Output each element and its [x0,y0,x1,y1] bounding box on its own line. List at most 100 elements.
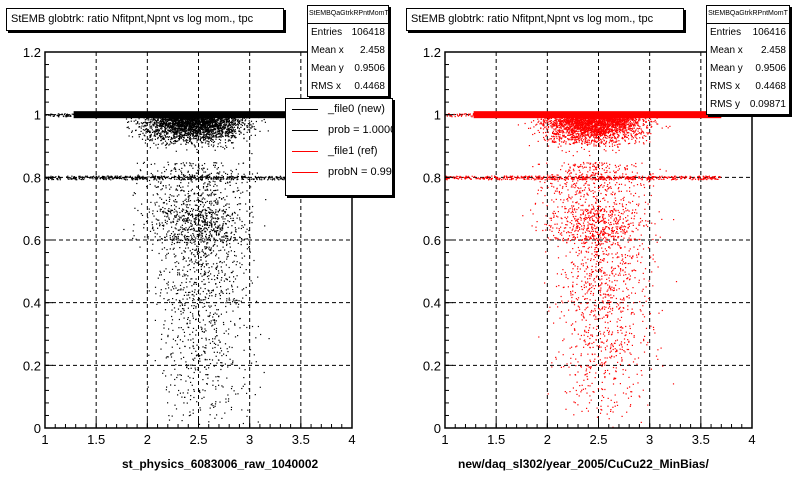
scatter-point [241,177,243,179]
scatter-point [203,396,205,398]
scatter-point [50,175,52,177]
scatter-point [177,235,179,238]
scatter-point [156,116,158,119]
scatter-point [182,130,184,133]
scatter-point [201,133,203,135]
scatter-point [167,281,169,283]
scatter-point [176,176,178,179]
scatter-point [219,294,221,297]
scatter-point [177,269,179,271]
scatter-point [174,116,176,118]
scatter-point [183,115,186,117]
scatter-point [209,123,211,125]
scatter-point [239,317,241,320]
scatter-point [213,141,216,143]
scatter-point [47,178,50,181]
scatter-point [208,226,210,229]
scatter-point [117,177,119,179]
scatter-point [187,121,189,123]
scatter-point [161,333,163,335]
scatter-point [222,131,224,133]
scatter-point [193,144,195,146]
scatter-point [236,261,238,263]
scatter-point [152,227,154,229]
scatter-point [58,176,60,178]
scatter-point [192,331,194,333]
scatter-point [217,274,219,276]
scatter-point [214,241,216,243]
scatter-point [196,235,198,237]
scatter-point [146,287,149,289]
scatter-point [165,375,167,377]
scatter-point [230,237,232,239]
scatter-point [212,230,214,232]
scatter-point [224,274,226,276]
scatter-point [208,290,210,292]
scatter-point [234,300,236,302]
scatter-point [183,129,185,131]
scatter-point [183,220,185,223]
scatter-point [191,124,193,127]
scatter-point [185,274,187,276]
scatter-point [183,317,185,319]
scatter-point [164,131,166,133]
scatter-point [255,128,257,130]
scatter-point [220,266,222,268]
scatter-point [228,132,230,134]
scatter-point [173,129,176,131]
scatter-point [51,178,53,180]
scatter-point [241,124,243,127]
scatter-point [114,175,116,177]
scatter-point [110,175,112,177]
scatter-point [220,145,222,148]
scatter-point [192,138,194,140]
scatter-point [156,116,158,118]
scatter-point [178,127,181,129]
scatter-point [210,139,212,141]
scatter-point [159,224,161,226]
scatter-point [194,120,196,122]
scatter-point [154,132,156,134]
scatter-point [206,374,208,376]
scatter-point [132,194,134,196]
scatter-point [205,210,207,212]
scatter-point [204,283,206,285]
scatter-point [173,126,175,128]
scatter-point [192,341,195,344]
scatter-point [191,181,193,183]
scatter-point [148,176,150,178]
scatter-point [166,292,168,294]
scatter-point [235,182,237,184]
scatter-point [160,175,162,177]
scatter-point [212,141,214,144]
scatter-point [205,247,207,250]
scatter-point [152,123,154,125]
scatter-point [171,226,173,228]
scatter-point [193,267,195,269]
scatter-point [180,190,182,192]
scatter-point [211,214,213,216]
scatter-point [233,177,235,179]
scatter-point [222,223,224,225]
scatter-point [246,243,248,245]
scatter-point [139,126,141,128]
scatter-point [216,286,218,288]
scatter-point [176,237,178,239]
scatter-point [247,178,249,180]
scatter-point [162,178,164,180]
scatter-point [149,230,152,232]
scatter-point [212,180,214,182]
scatter-point [57,179,59,181]
scatter-point [182,219,184,222]
scatter-point [191,224,193,226]
scatter-point [188,117,190,119]
scatter-point [169,210,171,213]
scatter-point [238,133,241,135]
scatter-point [198,233,200,235]
scatter-point [66,113,68,115]
scatter-point [217,200,219,202]
scatter-point [136,182,138,185]
scatter-point [105,179,107,181]
scatter-point [206,242,208,244]
scatter-point [131,178,133,180]
